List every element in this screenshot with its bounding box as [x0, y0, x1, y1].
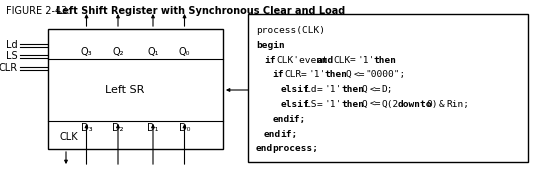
Text: elsif: elsif	[280, 85, 309, 94]
Text: CLK: CLK	[60, 132, 79, 142]
Text: 0): 0)	[426, 100, 438, 109]
Text: Q₃: Q₃	[81, 47, 93, 57]
Text: D;: D;	[381, 85, 393, 94]
Text: =: =	[317, 85, 323, 94]
Text: "0000";: "0000";	[365, 70, 406, 79]
Bar	[48, 29, 223, 149]
Text: and: and	[317, 56, 334, 65]
Text: <=: <=	[353, 70, 365, 79]
Text: Q: Q	[345, 70, 351, 79]
Text: Left SR: Left SR	[105, 85, 144, 95]
Text: Rin;: Rin;	[446, 100, 469, 109]
Text: Q: Q	[361, 85, 367, 94]
Text: <=: <=	[369, 85, 381, 94]
Text: then: then	[373, 56, 396, 65]
Text: if: if	[264, 56, 276, 65]
Text: end: end	[272, 115, 289, 124]
Text: D₃: D₃	[81, 123, 93, 133]
Text: <=: <=	[369, 100, 381, 109]
Text: begin: begin	[256, 41, 285, 50]
Text: LS: LS	[6, 51, 18, 61]
Text: CLR: CLR	[284, 70, 302, 79]
Text: '1': '1'	[325, 85, 342, 94]
Text: if;: if;	[280, 130, 297, 139]
Text: then: then	[341, 85, 364, 94]
Text: Q₀: Q₀	[179, 47, 190, 57]
Text: D₂: D₂	[112, 123, 124, 133]
Text: if: if	[272, 70, 284, 79]
Text: CLK: CLK	[333, 56, 350, 65]
Text: Q: Q	[361, 100, 367, 109]
Text: then: then	[341, 100, 364, 109]
Text: Left Shift Register with Synchronous Clear and Load: Left Shift Register with Synchronous Cle…	[56, 6, 345, 16]
Text: CLR: CLR	[0, 63, 18, 73]
Text: then: then	[325, 70, 348, 79]
Text: D₁: D₁	[147, 123, 159, 133]
Text: downto: downto	[398, 100, 432, 109]
Text: Ld: Ld	[6, 40, 18, 50]
Text: &: &	[438, 100, 444, 109]
Text: end: end	[264, 130, 281, 139]
Text: LS: LS	[304, 100, 316, 109]
Text: CLK'event: CLK'event	[276, 56, 328, 65]
Text: end: end	[256, 144, 273, 153]
Text: Q(2: Q(2	[381, 100, 399, 109]
Text: '1': '1'	[357, 56, 374, 65]
Text: FIGURE 2-43:: FIGURE 2-43:	[6, 6, 77, 16]
Bar	[248, 14, 528, 162]
Text: Rᴵₙ: Rᴵₙ	[253, 85, 265, 95]
Text: '1': '1'	[309, 70, 326, 79]
Text: process(CLK): process(CLK)	[256, 26, 325, 35]
Text: Q₁: Q₁	[147, 47, 159, 57]
Text: =: =	[317, 100, 323, 109]
Text: Ld: Ld	[304, 85, 316, 94]
Text: D₀: D₀	[179, 123, 190, 133]
Text: =: =	[301, 70, 307, 79]
Text: elsif: elsif	[280, 100, 309, 109]
Text: process;: process;	[272, 144, 318, 153]
Text: Q₂: Q₂	[112, 47, 124, 57]
Text: if;: if;	[288, 115, 305, 124]
Text: '1': '1'	[325, 100, 342, 109]
Text: =: =	[349, 56, 355, 65]
